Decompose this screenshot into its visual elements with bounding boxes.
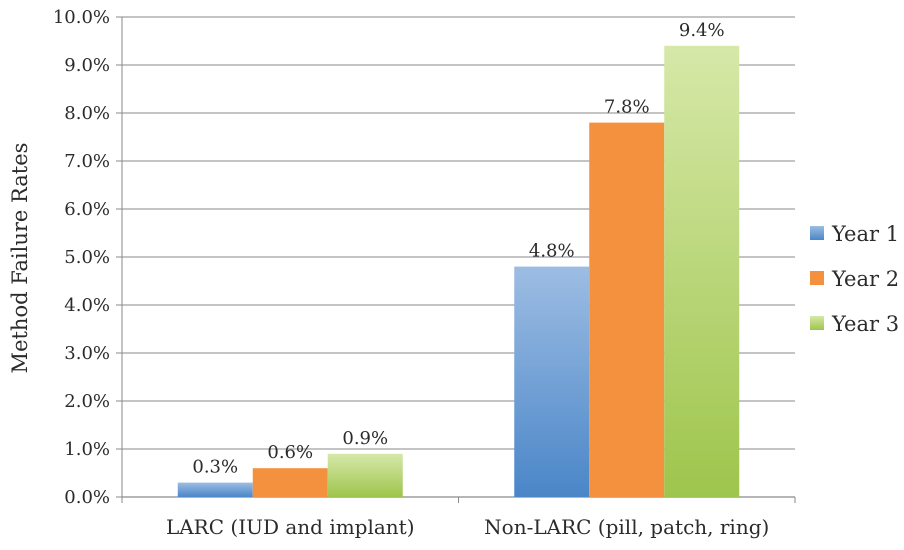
- y-tick-label: 2.0%: [64, 391, 110, 412]
- legend-label: Year 2: [831, 267, 899, 291]
- data-label: 7.8%: [604, 97, 650, 118]
- data-label: 0.9%: [342, 428, 388, 449]
- legend-swatch: [810, 271, 824, 285]
- y-tick-label: 9.0%: [64, 55, 110, 76]
- y-tick-label: 5.0%: [64, 247, 110, 268]
- y-tick-label: 7.0%: [64, 151, 110, 172]
- data-label: 9.4%: [679, 20, 725, 41]
- data-labels: 0.3% 0.6% 0.9% 4.8% 7.8% 9.4%: [192, 20, 724, 478]
- data-label: 4.8%: [529, 241, 575, 262]
- y-tick-label: 1.0%: [64, 439, 110, 460]
- legend: Year 1 Year 2 Year 3: [810, 222, 899, 336]
- legend-swatch: [810, 226, 824, 240]
- y-tick-label: 3.0%: [64, 343, 110, 364]
- y-axis-ticks: 0.0% 1.0% 2.0% 3.0% 4.0% 5.0% 6.0% 7.0% 8.0% 9.0%…: [53, 7, 795, 508]
- legend-label: Year 1: [831, 222, 899, 246]
- data-label: 0.6%: [267, 442, 313, 463]
- y-tick-label: 8.0%: [64, 103, 110, 124]
- y-tick-label: 4.0%: [64, 295, 110, 316]
- y-tick-label: 10.0%: [53, 7, 110, 28]
- bar-year-2: [589, 122, 665, 497]
- bar-year-1: [514, 266, 590, 497]
- bar-year-1: [177, 482, 253, 497]
- y-axis-title: Method Failure Rates: [8, 143, 32, 374]
- legend-label: Year 3: [831, 312, 899, 336]
- y-tick-label: 6.0%: [64, 199, 110, 220]
- y-tick-label: 0.0%: [64, 487, 110, 508]
- x-category-label: LARC (IUD and implant): [166, 515, 415, 539]
- data-label: 0.3%: [192, 457, 238, 478]
- x-axis-categories: LARC (IUD and implant) Non-LARC (pill, pa…: [121, 497, 796, 539]
- bar-year-3: [664, 45, 740, 498]
- legend-swatch: [810, 316, 824, 330]
- x-category-label: Non-LARC (pill, patch, ring): [484, 515, 769, 539]
- bar-year-2: [252, 468, 328, 497]
- bars: [177, 45, 740, 498]
- bar-year-3: [327, 453, 403, 497]
